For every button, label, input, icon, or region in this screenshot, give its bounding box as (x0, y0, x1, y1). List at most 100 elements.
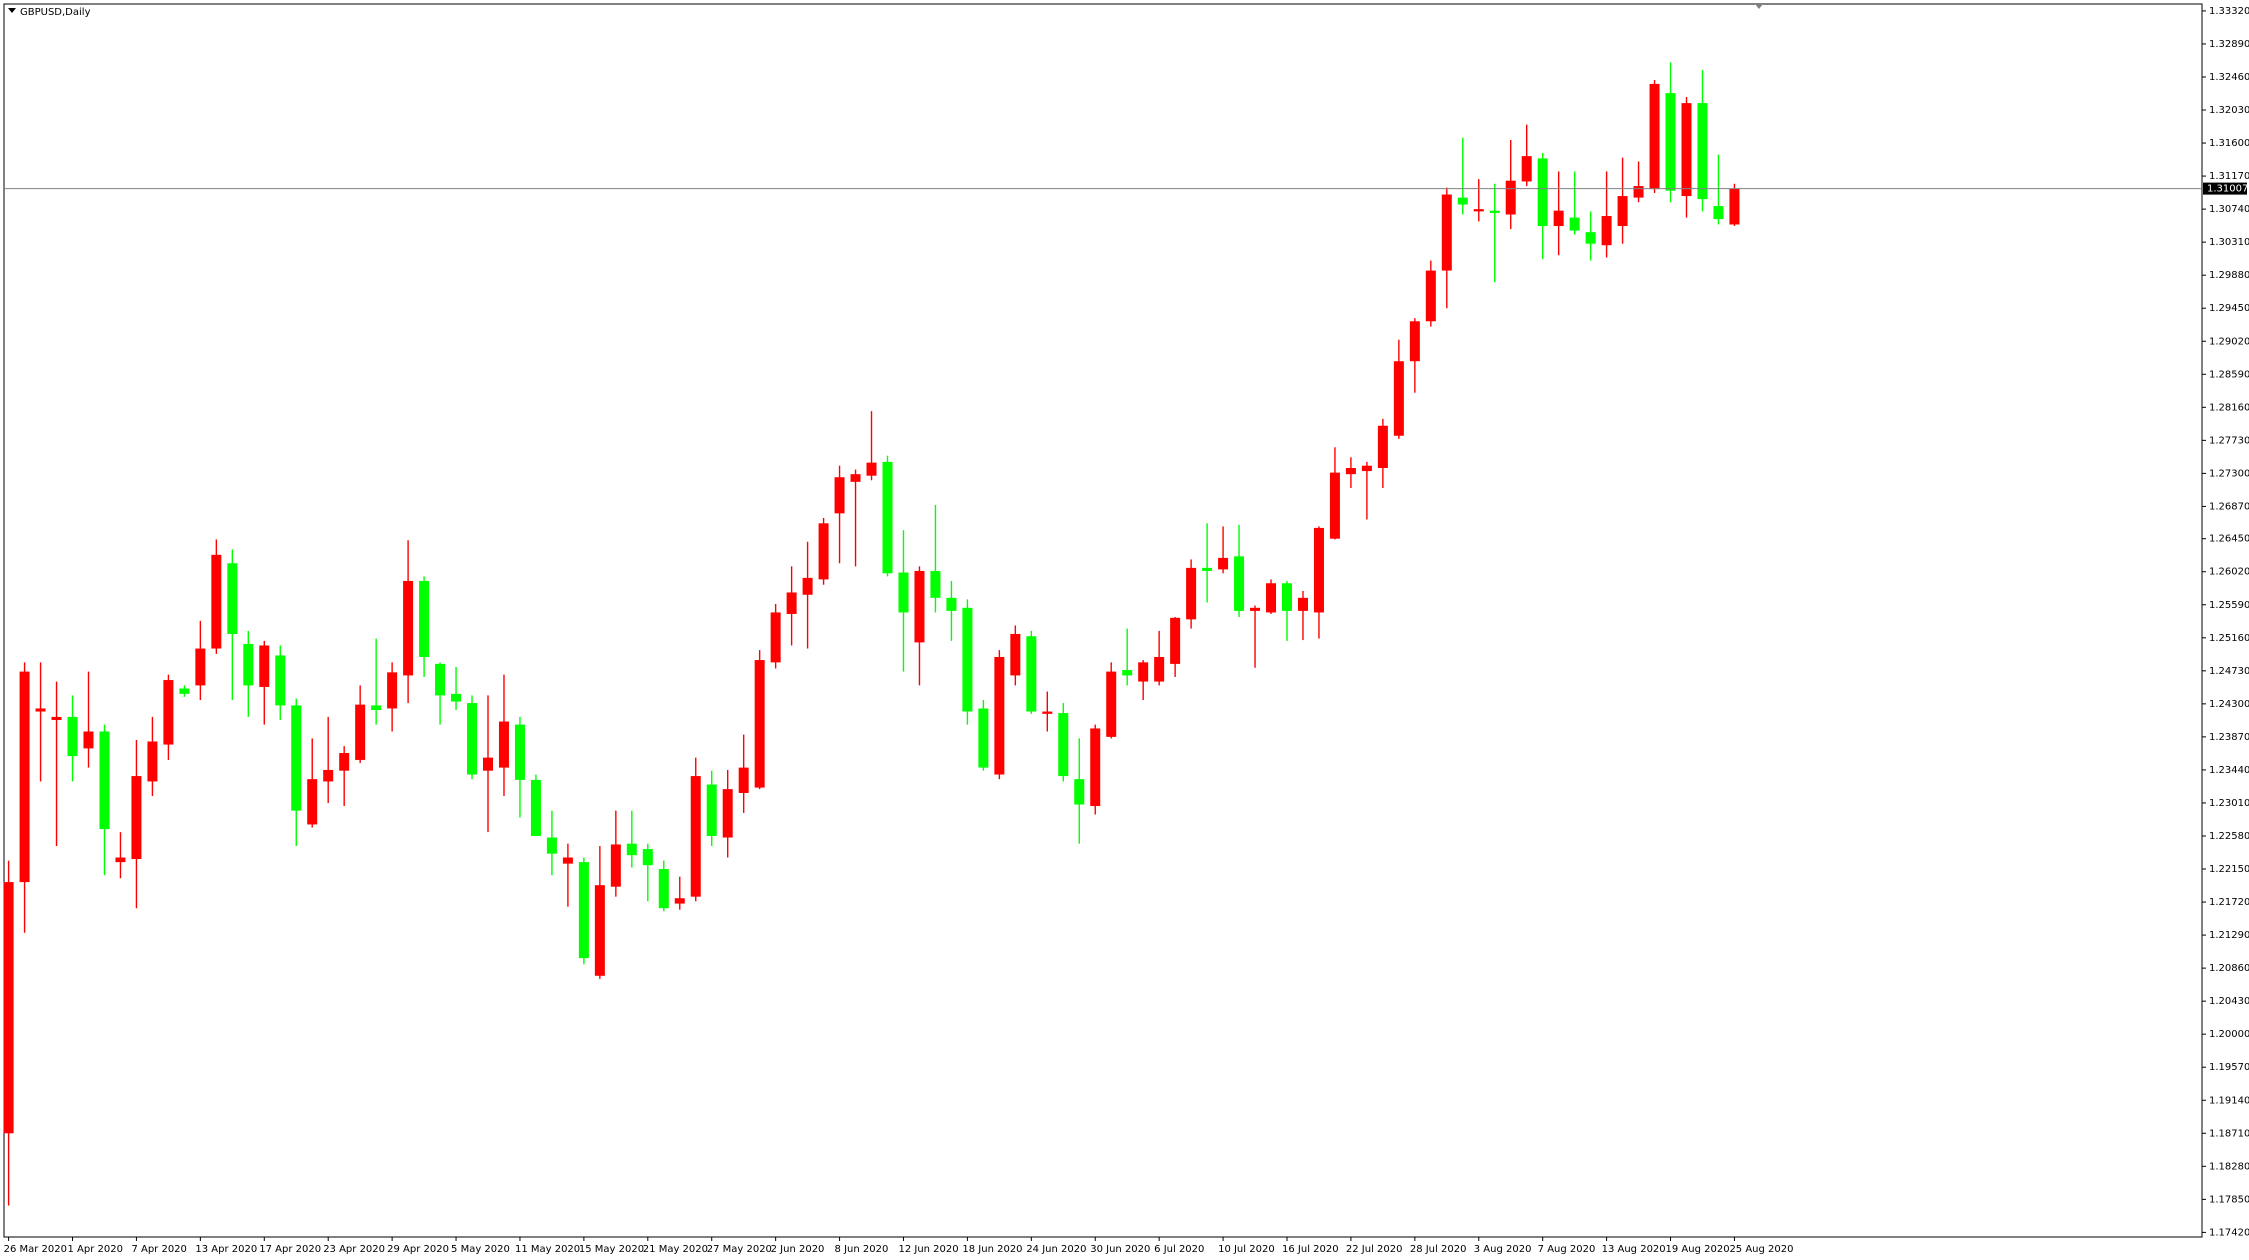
candle-body (530, 779, 541, 836)
x-tick-label: 6 Jul 2020 (1154, 1244, 1204, 1255)
candle-body (754, 660, 765, 788)
candle-body (1409, 321, 1420, 362)
y-tick-label: 1.20860 (2209, 963, 2249, 974)
candle-body (850, 474, 861, 482)
candle-body (1665, 93, 1676, 191)
candle-body (994, 656, 1005, 775)
x-tick-label: 5 May 2020 (451, 1244, 510, 1255)
y-tick-label: 1.23870 (2209, 732, 2249, 743)
y-tick-label: 1.27730 (2209, 435, 2249, 446)
candle-body (1441, 194, 1452, 271)
candle-body (19, 671, 30, 883)
y-tick-label: 1.19140 (2209, 1095, 2249, 1106)
x-tick-label: 29 Apr 2020 (387, 1244, 449, 1255)
candle-body (243, 643, 254, 686)
x-tick-label: 15 May 2020 (579, 1244, 644, 1255)
y-tick-label: 1.18710 (2209, 1128, 2249, 1139)
x-tick-label: 12 Jun 2020 (898, 1244, 958, 1255)
candle-body (578, 862, 589, 959)
candle-body (435, 663, 446, 696)
candle-body (898, 572, 909, 613)
candle-body (1457, 197, 1468, 205)
candle-body (1569, 217, 1580, 231)
candle-body (1505, 180, 1516, 215)
candle-body (1106, 671, 1117, 737)
candle-body (1713, 206, 1724, 220)
x-tick-label: 19 Aug 2020 (1666, 1244, 1730, 1255)
candle-body (642, 849, 653, 866)
candle-body (962, 607, 973, 712)
candle-body (802, 577, 813, 595)
candle-body (275, 655, 286, 706)
y-tick-label: 1.20000 (2209, 1029, 2249, 1040)
last-price-label: 1.31007 (2207, 184, 2248, 195)
y-tick-label: 1.32030 (2209, 105, 2249, 116)
candle-body (818, 523, 829, 580)
candle-body (674, 898, 685, 904)
candle-body (1345, 468, 1356, 475)
x-tick-label: 25 Aug 2020 (1729, 1244, 1793, 1255)
y-tick-label: 1.17850 (2209, 1194, 2249, 1205)
candle-body (163, 680, 174, 745)
candle-body (1329, 472, 1340, 539)
candle-body (1058, 713, 1069, 777)
candle-body (786, 592, 797, 614)
x-tick-label: 13 Aug 2020 (1602, 1244, 1666, 1255)
candle-body (211, 554, 222, 649)
candle-body (722, 789, 733, 838)
candle-body (83, 731, 94, 749)
y-tick-label: 1.23010 (2209, 798, 2249, 809)
candle-body (323, 769, 334, 782)
candle-body (914, 570, 925, 643)
candle-body (1202, 567, 1213, 571)
y-tick-label: 1.22150 (2209, 864, 2249, 875)
candle-body (1313, 527, 1324, 613)
candle-body (690, 776, 701, 897)
candle-body (1138, 662, 1149, 682)
candles (3, 62, 1740, 1206)
candle-body (706, 784, 717, 836)
y-tick-label: 1.23440 (2209, 765, 2249, 776)
candle-body (195, 648, 206, 686)
candle-body (467, 703, 478, 775)
y-tick-label: 1.32890 (2209, 39, 2249, 50)
x-tick-label: 21 May 2020 (643, 1244, 708, 1255)
candle-body (51, 716, 62, 720)
candle-body (227, 563, 238, 634)
y-tick-label: 1.19570 (2209, 1062, 2249, 1073)
candle-body (930, 570, 941, 598)
y-tick-label: 1.28160 (2209, 402, 2249, 413)
candle-body (1026, 636, 1037, 712)
x-tick-label: 7 Aug 2020 (1538, 1244, 1596, 1255)
y-tick-label: 1.22580 (2209, 831, 2249, 842)
y-tick-label: 1.20430 (2209, 996, 2249, 1007)
candle-body (1282, 583, 1292, 611)
candle-body (1010, 633, 1021, 676)
candle-body (1553, 210, 1564, 227)
candle-body (339, 753, 350, 771)
y-tick-label: 1.18280 (2209, 1161, 2249, 1172)
candle-body (1090, 728, 1101, 807)
candle-body (371, 705, 382, 710)
candle-body (1681, 103, 1692, 197)
x-tick-label: 8 Jun 2020 (835, 1244, 889, 1255)
candle-body (946, 597, 957, 611)
symbol-menu-arrow[interactable] (8, 8, 16, 13)
y-tick-label: 1.31600 (2209, 138, 2249, 149)
candle-body (1170, 617, 1181, 664)
candle-body (882, 461, 893, 574)
candle-body (1617, 196, 1628, 227)
x-tick-label: 24 Jun 2020 (1026, 1244, 1086, 1255)
y-tick-label: 1.21290 (2209, 930, 2249, 941)
plot-frame (3, 3, 2203, 1238)
candle-body (626, 843, 637, 856)
candle-body (514, 724, 525, 780)
x-tick-label: 27 May 2020 (707, 1244, 772, 1255)
candle-body (1729, 188, 1740, 225)
candle-body (1250, 607, 1261, 611)
candle-body (658, 869, 669, 909)
candle-body (1537, 158, 1548, 227)
candle-body (1697, 103, 1708, 200)
candle-body (546, 837, 557, 854)
x-tick-label: 18 Jun 2020 (962, 1244, 1022, 1255)
